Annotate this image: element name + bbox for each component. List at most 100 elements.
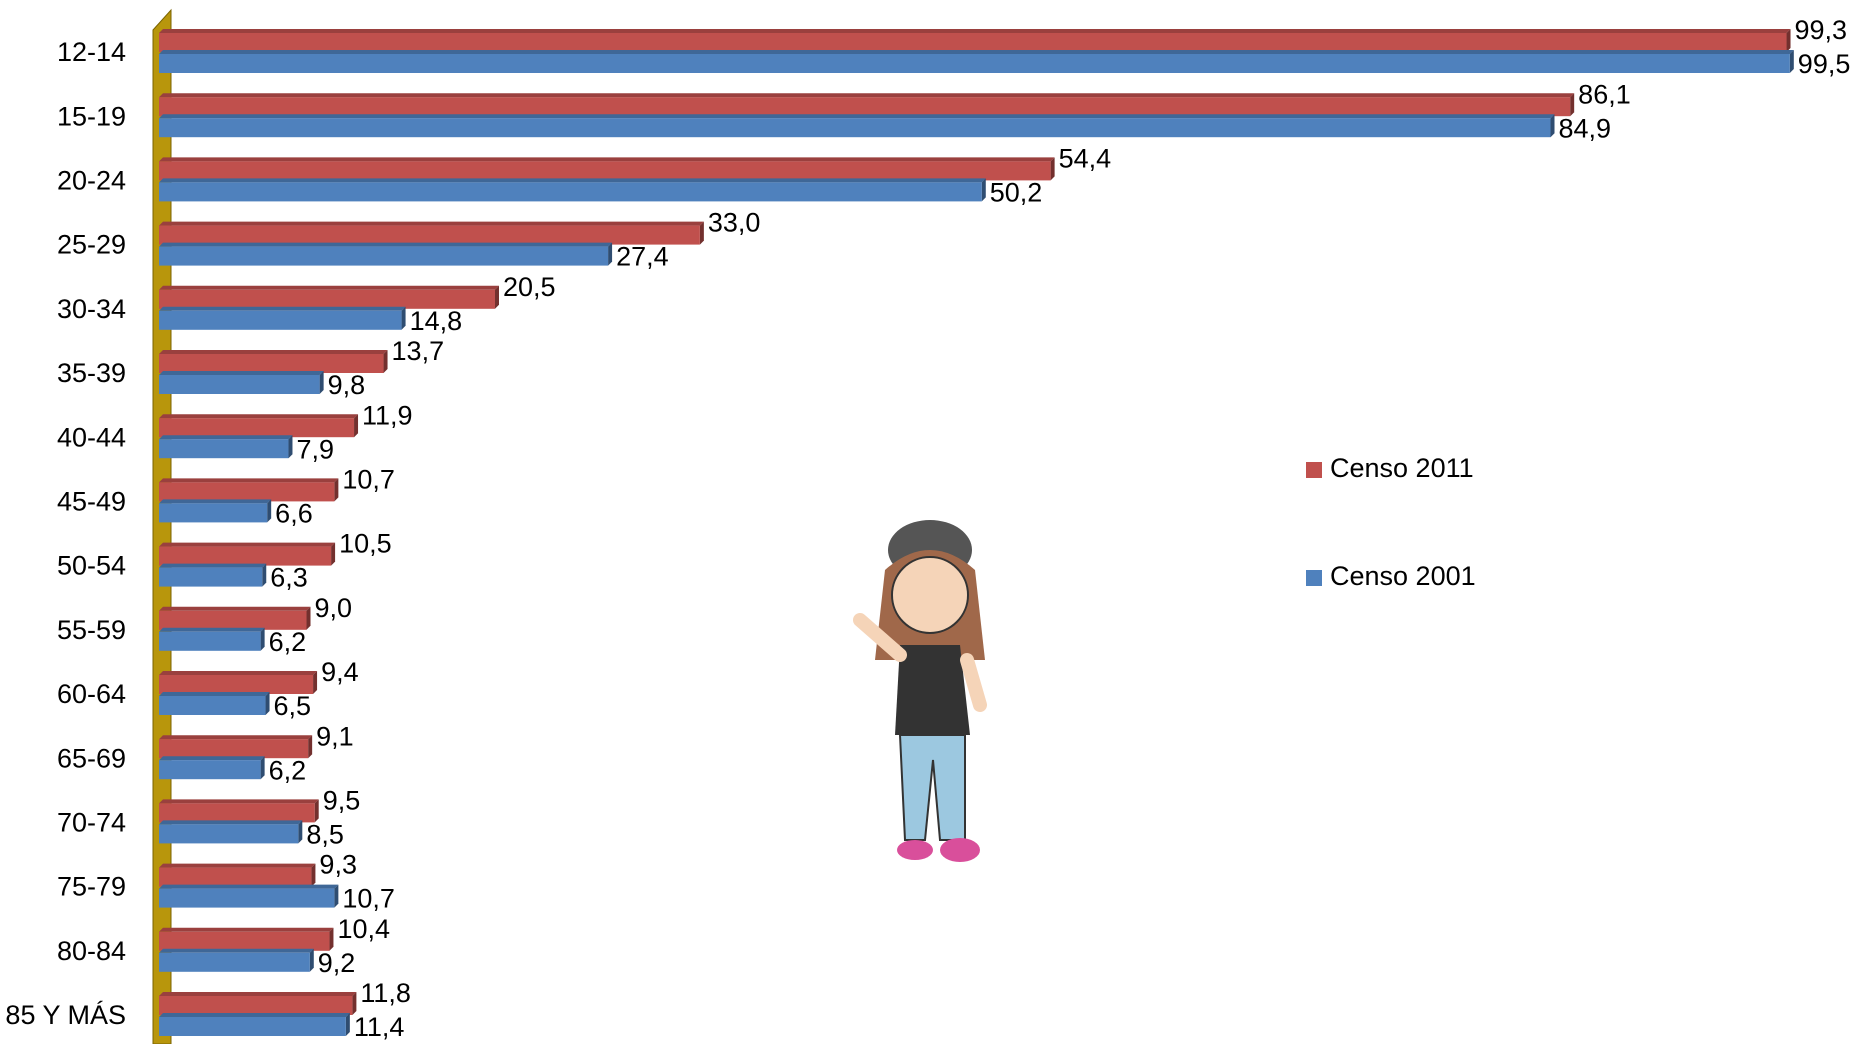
axis-wall <box>152 8 172 1044</box>
bar <box>159 246 609 266</box>
bar <box>159 354 384 373</box>
y-tick-label: 60-64 <box>57 679 126 709</box>
bar <box>159 310 402 330</box>
bar-side <box>265 692 270 715</box>
y-tick-label: 55-59 <box>57 615 126 645</box>
bar-side <box>319 371 324 394</box>
value-label: 11,4 <box>354 1012 405 1042</box>
bar-top <box>159 50 1794 54</box>
bar-top <box>159 285 499 290</box>
value-label: 9,8 <box>328 370 366 400</box>
bar <box>159 739 309 759</box>
bar-side <box>334 478 339 502</box>
bar-side <box>1050 157 1055 181</box>
bar-side <box>308 735 313 759</box>
y-tick-label: 75-79 <box>57 872 126 902</box>
bar-side <box>260 627 265 651</box>
bar <box>159 610 307 630</box>
bar-top <box>159 627 265 632</box>
bar-side <box>313 671 318 694</box>
bar-top <box>159 563 267 568</box>
bar-top <box>159 306 406 311</box>
y-tick-label: 35-39 <box>57 358 126 388</box>
y-tick-label: 65-69 <box>57 743 126 773</box>
bar <box>159 803 315 823</box>
value-label: 84,9 <box>1559 113 1612 143</box>
value-label: 13,7 <box>392 336 445 366</box>
bar <box>159 824 299 844</box>
bar <box>159 952 310 972</box>
bar-top <box>159 820 303 825</box>
y-tick-label: 12-14 <box>57 37 126 67</box>
bar-top <box>159 157 1055 162</box>
value-label: 99,3 <box>1795 15 1848 45</box>
value-label: 6,3 <box>270 563 308 593</box>
bar <box>159 867 312 887</box>
value-label: 6,2 <box>269 627 307 657</box>
value-label: 9,4 <box>321 657 359 687</box>
y-tick-label: 70-74 <box>57 808 126 838</box>
y-tick-label: 15-19 <box>57 101 126 131</box>
y-tick-label: 80-84 <box>57 936 126 966</box>
bar <box>159 375 320 394</box>
bar <box>159 33 1787 52</box>
bar-top <box>159 414 359 419</box>
value-label: 7,9 <box>296 434 334 464</box>
bar-top <box>159 735 313 740</box>
bar-side <box>608 242 613 266</box>
bar-top <box>159 350 388 354</box>
bar-side <box>314 799 319 823</box>
value-label: 27,4 <box>616 242 669 272</box>
y-tick-label: 25-29 <box>57 230 126 260</box>
bar-side <box>311 863 316 887</box>
bar-side <box>1789 50 1794 73</box>
bar-side <box>331 542 336 566</box>
value-label: 9,0 <box>315 593 353 623</box>
bar <box>159 760 261 780</box>
bar-side <box>1786 29 1791 52</box>
bar <box>159 289 495 309</box>
value-label: 20,5 <box>503 272 556 302</box>
bar-side <box>329 927 334 951</box>
value-label: 50,2 <box>990 178 1043 208</box>
value-label: 9,5 <box>323 786 361 816</box>
value-label: 11,9 <box>362 400 413 430</box>
bar-top <box>159 221 704 226</box>
bar-side <box>1570 93 1575 117</box>
value-label: 86,1 <box>1578 79 1631 109</box>
bar-side <box>354 414 359 438</box>
value-label: 9,2 <box>318 948 356 978</box>
bar <box>159 996 353 1015</box>
value-label: 10,5 <box>339 529 392 559</box>
bar <box>159 888 335 908</box>
y-tick-label: 45-49 <box>57 487 126 517</box>
value-label: 54,4 <box>1059 144 1112 174</box>
bar-side <box>401 306 406 330</box>
illustration <box>853 520 987 862</box>
bar-top <box>159 884 339 889</box>
bar-top <box>159 478 339 483</box>
value-label: 9,1 <box>316 721 354 751</box>
bar-side <box>262 563 267 587</box>
bar-top <box>159 992 357 996</box>
bar <box>159 675 314 694</box>
bar-top <box>159 606 311 611</box>
value-label: 10,7 <box>342 884 395 914</box>
value-label: 6,6 <box>275 499 313 529</box>
y-tick-label: 30-34 <box>57 294 126 324</box>
bar <box>159 567 263 587</box>
bar-top <box>159 799 319 804</box>
bar-side <box>306 606 311 630</box>
bar <box>159 97 1571 117</box>
value-label: 33,0 <box>708 208 761 238</box>
bar-top <box>159 93 1575 98</box>
legend-label: Censo 2001 <box>1330 561 1476 591</box>
value-label: 8,5 <box>306 820 344 850</box>
bar-side <box>494 285 499 309</box>
value-label: 9,3 <box>319 850 357 880</box>
bar <box>159 225 700 245</box>
bar-top <box>159 499 272 504</box>
bar-top <box>159 435 293 440</box>
bar-side <box>981 178 986 202</box>
